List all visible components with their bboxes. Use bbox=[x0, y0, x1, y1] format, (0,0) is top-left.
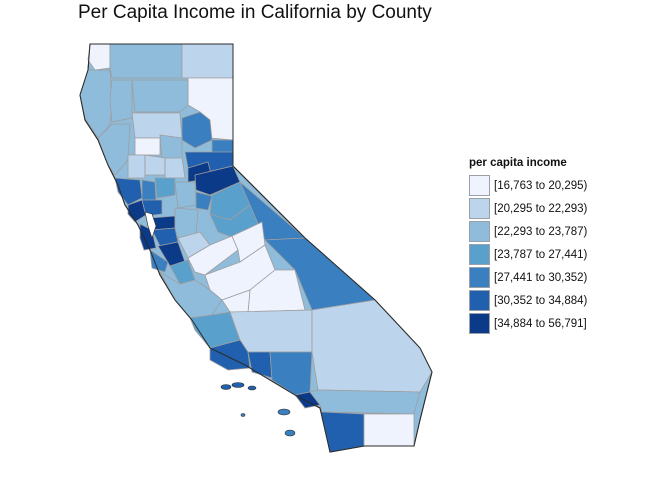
map-title: Per Capita Income in California by Count… bbox=[78, 2, 432, 23]
county-sacramento bbox=[174, 181, 197, 209]
channel-islands bbox=[220, 382, 296, 437]
legend-label: [22,293 to 23,787) bbox=[494, 225, 588, 238]
county-imperial bbox=[363, 413, 415, 447]
county-santa-cruz bbox=[149, 249, 169, 273]
county-colusa bbox=[144, 154, 166, 176]
county-los-angeles bbox=[269, 351, 313, 396]
sf-bay bbox=[144, 211, 157, 239]
county-sutter-yuba bbox=[164, 157, 186, 179]
legend-item: [27,441 to 30,352) bbox=[469, 266, 587, 289]
legend-item: [20,295 to 22,293) bbox=[469, 197, 587, 220]
legend-swatch bbox=[469, 244, 490, 265]
county-shasta bbox=[131, 79, 189, 113]
legend-swatch bbox=[469, 313, 490, 334]
legend-swatch bbox=[469, 198, 490, 219]
county-el-dorado bbox=[194, 165, 241, 196]
county-san-diego bbox=[319, 407, 365, 453]
legend-title: per capita income bbox=[469, 157, 567, 169]
legend-swatch bbox=[469, 267, 490, 288]
legend-label: [20,295 to 22,293) bbox=[494, 202, 588, 215]
county-san-bernardino bbox=[311, 299, 433, 393]
county-riverside bbox=[309, 389, 421, 415]
legend-item: [30,352 to 34,884) bbox=[469, 289, 587, 312]
county-tehama bbox=[131, 112, 183, 139]
legend-label: [34,884 to 56,791] bbox=[494, 317, 587, 330]
county-modoc bbox=[181, 43, 234, 79]
legend-item: [16,763 to 20,295) bbox=[469, 174, 587, 197]
state-border bbox=[79, 43, 433, 453]
legend-item: [23,787 to 27,441) bbox=[469, 243, 587, 266]
counties bbox=[79, 43, 433, 453]
legend-item: [34,884 to 56,791] bbox=[469, 312, 587, 335]
legend-rows: [16,763 to 20,295) [20,295 to 22,293) [22,… bbox=[469, 174, 587, 335]
legend: per capita income [16,763 to 20,295) [20,… bbox=[469, 157, 587, 335]
legend-label: [27,441 to 30,352) bbox=[494, 271, 588, 284]
county-glenn bbox=[134, 137, 161, 156]
legend-label: [23,787 to 27,441) bbox=[494, 248, 588, 261]
county-siskiyou bbox=[109, 43, 183, 79]
county-amador bbox=[195, 191, 213, 211]
county-solano bbox=[141, 199, 163, 217]
county-lake bbox=[127, 154, 146, 179]
county-yolo bbox=[154, 177, 176, 199]
county-butte bbox=[159, 134, 183, 161]
legend-swatch bbox=[469, 175, 490, 196]
legend-label: [16,763 to 20,295) bbox=[494, 179, 588, 192]
legend-swatch bbox=[469, 290, 490, 311]
legend-item: [22,293 to 23,787) bbox=[469, 220, 587, 243]
legend-label: [30,352 to 34,884) bbox=[494, 294, 588, 307]
county-napa bbox=[141, 179, 157, 201]
county-sonoma bbox=[114, 177, 143, 206]
county-trinity bbox=[109, 79, 133, 123]
legend-swatch bbox=[469, 221, 490, 242]
